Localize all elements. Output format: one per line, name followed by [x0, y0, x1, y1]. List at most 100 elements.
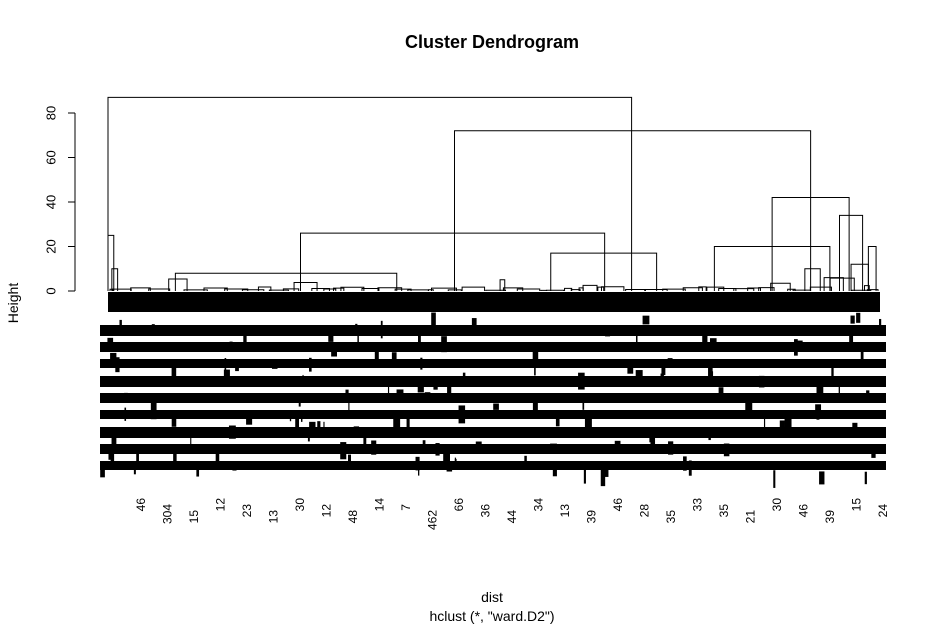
dendrogram-tree [107, 96, 879, 291]
leaf-band-mark-134 [228, 425, 236, 439]
leaf-band-mark-17 [770, 377, 775, 386]
sub-link-13 [311, 288, 330, 291]
leaf-band-mark-109 [667, 358, 673, 368]
leaf-band-mark-58 [635, 370, 643, 386]
leaf-band-mark-99 [111, 431, 117, 445]
leaf-band-mark-107 [454, 458, 457, 466]
sub-link-6 [203, 287, 228, 291]
y-tick-label-1: 20 [43, 239, 58, 253]
y-tick-label-2: 40 [43, 195, 58, 209]
leaf-band-mark-88 [661, 367, 666, 376]
leaf-band-mark-60 [340, 442, 347, 460]
leaf-labels: 46 304 15 12 23 13 30 12 48 14 7 462 66 36 44 34 13 39 46 2… [134, 498, 890, 530]
leaf-band-mark-45 [708, 433, 711, 441]
leaf-label-11: 462 [426, 510, 440, 530]
leaf-band-row-7 [100, 444, 886, 454]
leaf-band-mark-57 [107, 337, 114, 351]
leaf-band-mark-96 [173, 453, 177, 466]
leaf-band-mark-12 [458, 405, 466, 424]
leaf-label-1: 304 [161, 504, 175, 524]
leaf-label-5: 13 [267, 510, 281, 524]
leaf-band-mark-68 [150, 402, 157, 420]
sub-link-35 [597, 286, 605, 291]
leaf-band-mark-104 [435, 443, 440, 456]
leaf-band-mark-38 [668, 441, 674, 455]
sub-link-26 [499, 279, 506, 291]
sub-link-16 [340, 286, 365, 291]
leaf-label-14: 44 [505, 510, 519, 524]
leaf-label-3: 12 [214, 498, 228, 512]
leaf-band-row-1 [100, 342, 886, 352]
leaf-label-12: 66 [452, 498, 466, 512]
sub-link-39 [662, 288, 686, 291]
merge-link-6 [713, 246, 831, 291]
sub-link-2 [130, 287, 151, 291]
leaf-label-15: 34 [532, 498, 546, 512]
leaf-band-mark-82 [864, 471, 867, 485]
leaf-band-mark-14 [745, 397, 753, 415]
leaf-band-mark-34 [471, 318, 477, 333]
leaf-band-mark-125 [289, 411, 292, 422]
sub-link-30 [546, 289, 565, 291]
leaf-band-mark-132 [642, 315, 650, 325]
y-axis-ticks: 0 20 40 60 80 [43, 106, 75, 295]
leaf-band-mark-81 [763, 412, 766, 429]
sub-link-46 [758, 287, 775, 291]
leaf-band-mark-106 [447, 386, 452, 395]
sub-link-21 [428, 289, 434, 291]
leaf-band-mark-70 [431, 312, 436, 327]
leaf-band-mark-129 [550, 443, 557, 452]
sub-link-32 [570, 289, 581, 291]
leaf-band-mark-43 [443, 453, 450, 469]
sub-link-15 [333, 287, 345, 291]
merge-link-7 [839, 214, 864, 291]
leaf-band-mark-16 [110, 446, 115, 464]
leaf-band-mark-75 [418, 463, 420, 476]
leaf-band-row-0 [100, 325, 886, 336]
leaf-band-mark-42 [300, 414, 303, 422]
leaf-band-mark-41 [723, 443, 730, 457]
leaf-band-mark-18 [387, 378, 390, 394]
leaf-band-mark-124 [215, 448, 220, 462]
leaf-band-mark-92 [243, 332, 247, 345]
merge-link-4 [174, 272, 398, 291]
leaf-band-mark-44 [246, 412, 253, 425]
leaf-label-7: 12 [320, 504, 334, 518]
sub-link-23 [447, 289, 462, 291]
leaf-band-mark-100 [550, 394, 553, 402]
leaf-label-6: 30 [293, 498, 307, 512]
leaf-label-0: 46 [134, 498, 148, 512]
leaf-band-mark-33 [555, 411, 560, 427]
leaf-band-mark-108 [136, 452, 139, 470]
leaf-label-26: 39 [823, 510, 837, 524]
sub-link-24 [461, 286, 486, 291]
leaf-band-row-3 [100, 376, 886, 387]
sub-link-5 [183, 289, 208, 291]
leaf-band-mark-101 [819, 471, 825, 485]
leaf-band-row-2 [100, 359, 886, 368]
leaf-band-mark-63 [702, 326, 708, 343]
sub-link-49 [792, 289, 812, 291]
leaf-band-mark-94 [348, 454, 351, 467]
sub-link-52 [851, 289, 872, 291]
leaf-label-22: 35 [717, 504, 731, 518]
leaf-band-mark-65 [332, 430, 334, 438]
leaf-band-mark-84 [534, 364, 536, 376]
leaf-band-mark-130 [871, 449, 876, 458]
leaf-band-mark-83 [124, 407, 127, 421]
leaf-band-mark-102 [784, 417, 792, 429]
leaf-band-mark-40 [171, 410, 177, 427]
leaf-band-mark-110 [578, 372, 585, 390]
sub-link-41 [698, 286, 707, 291]
merge-link-1 [454, 130, 812, 291]
y-axis-label: Height [5, 283, 21, 324]
leaf-band-mark-64 [420, 357, 423, 370]
merge-link-3 [771, 197, 850, 291]
sub-link-10 [268, 289, 289, 291]
sub-link-31 [564, 287, 573, 291]
leaf-band-mark-121 [418, 332, 421, 344]
leaf-band-mark-32 [582, 393, 585, 410]
leaf-band-mark-46 [866, 390, 870, 403]
leaf-label-24: 30 [770, 498, 784, 512]
leaf-band-mark-66 [317, 421, 321, 431]
